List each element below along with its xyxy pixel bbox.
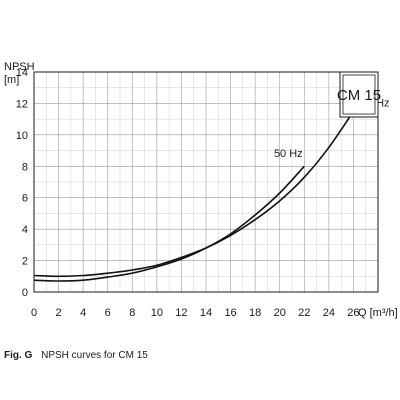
- x-tick-label: 2: [56, 307, 62, 319]
- caption-text: NPSH curves for CM 15: [41, 350, 148, 361]
- y-tick-label: 0: [22, 287, 28, 299]
- x-axis-label: Q [m³/h]: [358, 307, 398, 319]
- x-tick-label: 10: [151, 307, 163, 319]
- x-tick-label: 12: [175, 307, 187, 319]
- x-tick-label: 14: [200, 307, 212, 319]
- y-axis-label: NPSH: [4, 61, 35, 73]
- chart-title: CM 15: [337, 87, 381, 104]
- series-label-50hz: 50 Hz: [274, 148, 303, 160]
- x-tick-label: 22: [298, 307, 310, 319]
- x-tick-labels: 0 2 4 6 8 10 12 14 16 18 20 22 24 26: [31, 307, 360, 319]
- x-tick-label: 26: [347, 307, 359, 319]
- model-box-inner: [342, 74, 376, 115]
- model-box: [339, 71, 379, 118]
- y-axis-unit: [m]: [4, 74, 19, 86]
- curve-50hz: [33, 165, 305, 282]
- x-tick-label: 4: [80, 307, 86, 319]
- y-tick-label: 8: [22, 161, 28, 173]
- y-tick-label: 10: [16, 130, 28, 142]
- npsh-curves: [33, 110, 355, 282]
- y-tick-label: 4: [22, 224, 28, 236]
- x-tick-label: 16: [224, 307, 236, 319]
- x-tick-label: 8: [129, 307, 135, 319]
- y-tick-label: 6: [22, 193, 28, 205]
- x-tick-label: 6: [105, 307, 111, 319]
- figure-label: Fig. G: [4, 350, 33, 361]
- y-tick-label: 2: [22, 256, 28, 268]
- x-tick-label: 0: [31, 307, 37, 319]
- x-tick-label: 20: [274, 307, 286, 319]
- figure-caption: Fig. G NPSH curves for CM 15: [4, 350, 148, 361]
- y-tick-labels: 0 2 4 6 8 10 12 14: [16, 67, 28, 299]
- y-tick-label: 14: [16, 67, 28, 79]
- curve-60hz: [33, 110, 355, 278]
- y-tick-label: 12: [16, 98, 28, 110]
- grid-lines: [33, 71, 378, 293]
- plot-frame: [33, 71, 379, 293]
- x-tick-label: 24: [323, 307, 335, 319]
- x-tick-label: 18: [249, 307, 261, 319]
